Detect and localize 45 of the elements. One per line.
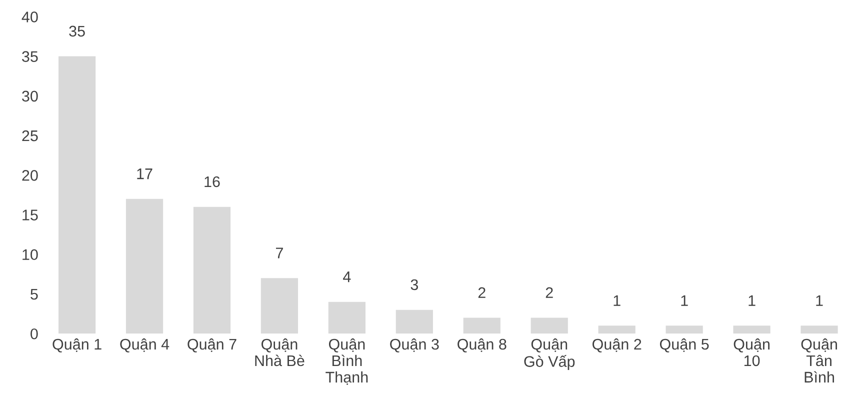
- bar: [58, 56, 96, 334]
- data-label: 1: [748, 295, 756, 306]
- bar: [800, 326, 838, 334]
- x-tick-label: Quận 5: [660, 338, 709, 352]
- x-tick-label: Quận 10: [734, 338, 770, 366]
- data-label: 16: [204, 176, 220, 188]
- y-tick-label: 30: [22, 90, 38, 102]
- data-label: 1: [816, 295, 823, 306]
- y-tick-label: 40: [22, 12, 38, 22]
- y-tick-label: 25: [22, 130, 38, 142]
- y-tick-label: 20: [22, 170, 38, 181]
- data-label: 3: [410, 279, 418, 290]
- data-label: 1: [614, 295, 620, 306]
- bar: [733, 326, 770, 334]
- data-label: 1: [681, 295, 688, 306]
- x-tick-label: Quận Bình Thạnh: [326, 338, 368, 385]
- bar: [260, 278, 298, 334]
- bar: [666, 326, 703, 334]
- bar: [193, 206, 231, 334]
- bar: [126, 198, 164, 334]
- x-tick-label: Quận 8: [458, 338, 506, 352]
- bar: [396, 310, 433, 334]
- y-tick-label: 15: [22, 210, 38, 220]
- y-tick-label: 10: [22, 249, 38, 260]
- x-tick-label: Quận 3: [390, 338, 439, 352]
- data-label: 17: [137, 168, 152, 180]
- x-tick-label: Quận Nhà Bè: [255, 338, 304, 366]
- x-tick-label: Quận 7: [188, 338, 236, 352]
- y-tick-label: 35: [22, 51, 38, 62]
- data-label: 2: [478, 287, 486, 298]
- data-label: 2: [546, 287, 553, 298]
- bar: [598, 326, 636, 334]
- x-tick-label: Quận 4: [120, 338, 170, 352]
- x-tick-label: Quận Tân Bình: [801, 338, 837, 382]
- bar: [530, 318, 568, 334]
- x-tick-label: Quận 1: [52, 338, 102, 352]
- x-tick-label: Quận 2: [592, 338, 642, 352]
- bar: [463, 318, 500, 334]
- y-tick-label: 5: [30, 289, 38, 300]
- bar: [328, 302, 366, 334]
- x-tick-label: Quận Gò Vấp: [524, 338, 575, 370]
- data-label: 7: [276, 248, 283, 258]
- data-label: 4: [343, 272, 351, 282]
- data-label: 35: [69, 26, 85, 37]
- y-tick-label: 0: [30, 328, 38, 340]
